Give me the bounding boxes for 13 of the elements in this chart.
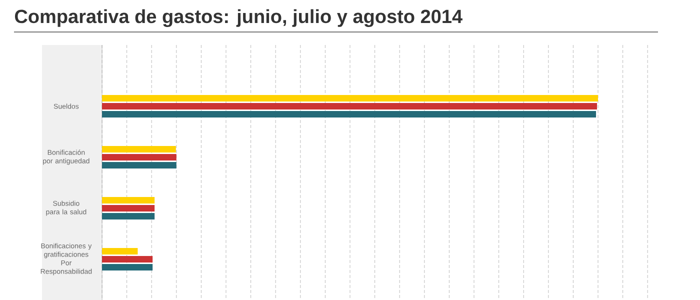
bar <box>102 154 176 160</box>
bar <box>102 94 598 102</box>
bar <box>102 256 153 262</box>
bar <box>102 102 598 110</box>
bar <box>102 196 155 204</box>
chart-title: Comparativa de gastos: junio, julio y agosto 2014 <box>14 9 462 28</box>
bar <box>102 162 176 168</box>
bar <box>102 264 153 270</box>
bar <box>102 248 138 254</box>
bar <box>102 212 155 220</box>
bar <box>102 110 596 118</box>
bar <box>102 204 155 212</box>
bar <box>102 146 176 152</box>
